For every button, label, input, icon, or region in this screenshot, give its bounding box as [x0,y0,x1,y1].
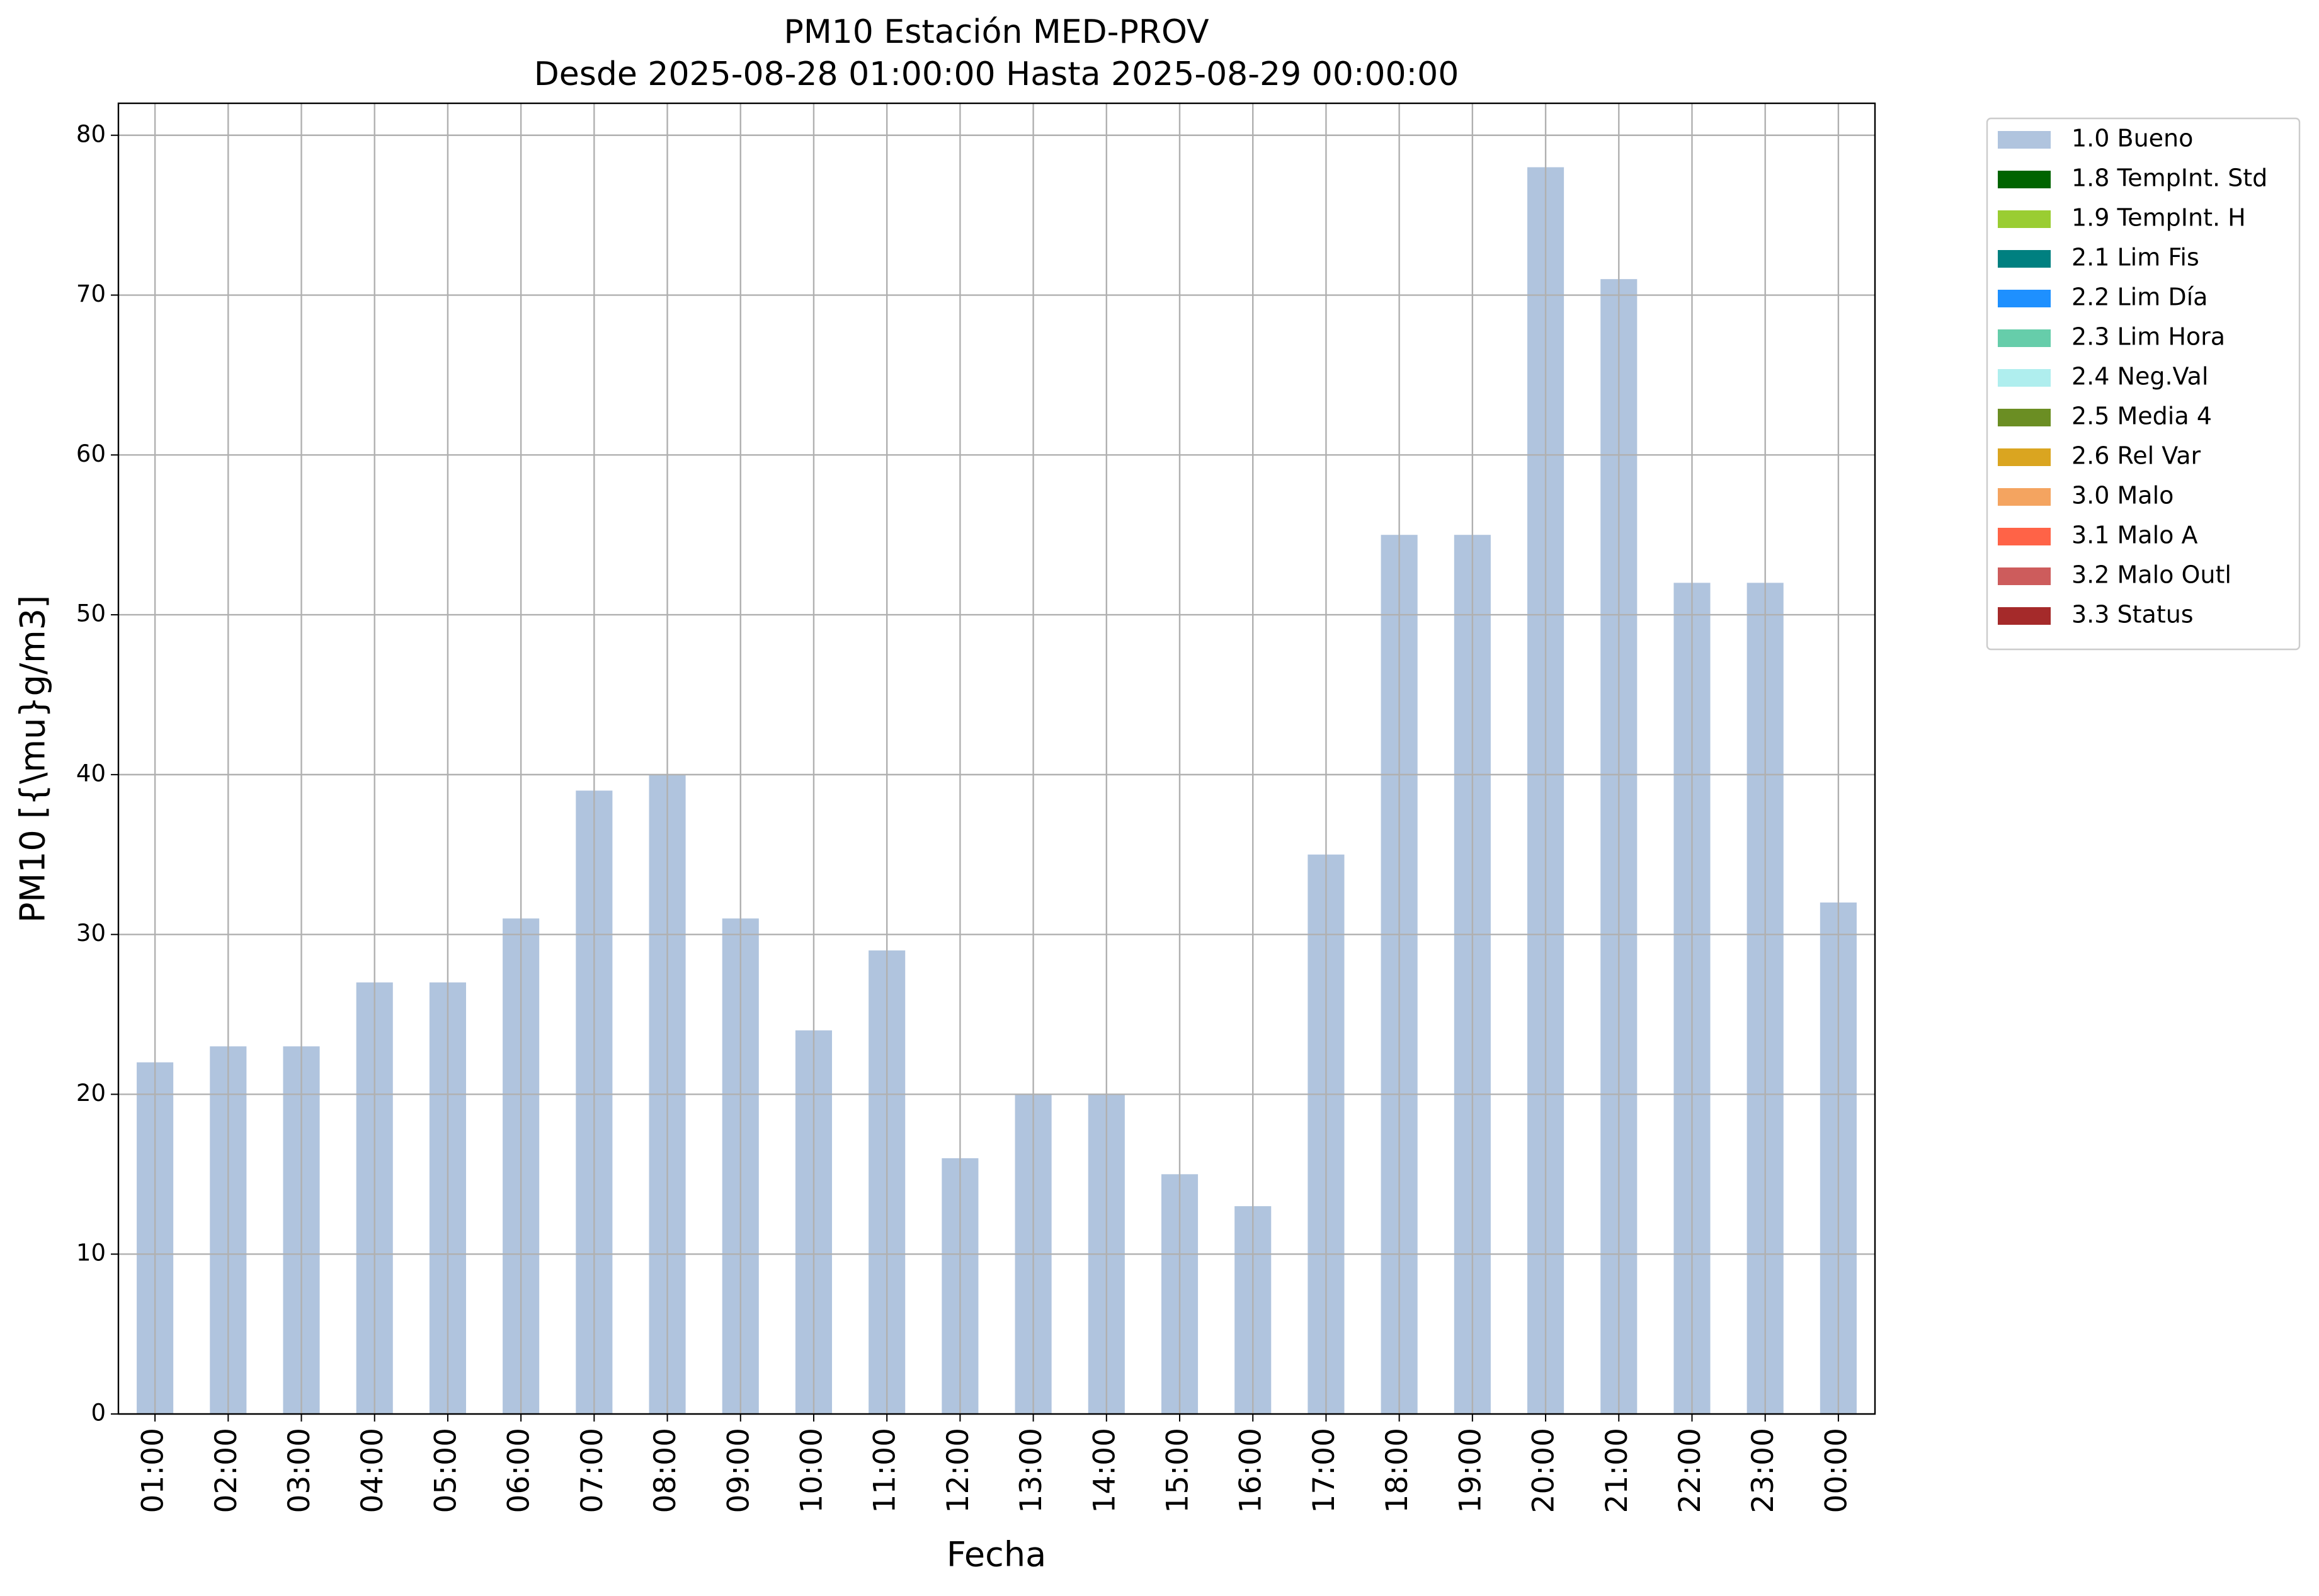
x-tick-label: 02:00 [209,1428,244,1513]
plot-frame [117,102,1876,1415]
legend-swatch [1998,329,2051,347]
y-tick-label: 60 [76,440,106,467]
x-tick-label: 08:00 [648,1428,683,1513]
y-tick-label: 40 [76,760,106,787]
x-tick-label: 15:00 [1161,1428,1195,1513]
x-tick-label: 18:00 [1380,1428,1415,1513]
legend-label: 2.1 Lim Fis [2071,244,2199,271]
legend-label: 3.0 Malo [2071,482,2174,510]
x-axis-label: Fecha [947,1535,1046,1575]
y-tick-label: 50 [76,600,106,627]
x-tick-label: 20:00 [1527,1428,1561,1513]
legend-label: 2.5 Media 4 [2071,402,2212,430]
legend-label: 2.6 Rel Var [2071,442,2201,470]
x-tick-label: 03:00 [282,1428,317,1513]
legend-swatch [1998,448,2051,466]
legend-swatch [1998,607,2051,625]
legend-label: 3.3 Status [2071,601,2194,629]
legend-label: 2.3 Lim Hora [2071,323,2225,351]
x-tick-label: 22:00 [1673,1428,1707,1513]
x-tick-label: 23:00 [1746,1428,1781,1513]
chart-title: PM10 Estación MED-PROV [783,13,1209,51]
x-tick-label: 21:00 [1600,1428,1634,1513]
legend-swatch [1998,488,2051,506]
x-tick-label: 00:00 [1819,1428,1854,1513]
x-tick-label: 10:00 [794,1428,829,1513]
legend-swatch [1998,171,2051,188]
x-tick-label: 01:00 [136,1428,171,1513]
x-tick-label: 12:00 [941,1428,976,1513]
x-tick-label: 17:00 [1307,1428,1342,1513]
legend-swatch [1998,528,2051,545]
legend-label: 3.2 Malo Outl [2071,561,2231,589]
legend-label: 2.4 Neg.Val [2071,363,2208,390]
legend-label: 2.2 Lim Día [2071,283,2208,311]
legend-swatch [1998,250,2051,268]
legend-swatch [1998,409,2051,426]
y-tick-label: 10 [76,1240,106,1267]
legend-swatch [1998,369,2051,387]
x-tick-label: 06:00 [502,1428,537,1513]
x-tick-label: 04:00 [355,1428,390,1513]
legend-swatch [1998,290,2051,307]
y-tick-label: 30 [76,920,106,947]
legend-box [1986,117,2301,651]
x-tick-label: 05:00 [428,1428,463,1513]
y-tick-label: 20 [76,1080,106,1107]
legend-label: 1.0 Bueno [2071,125,2193,152]
x-tick-label: 07:00 [575,1428,610,1513]
legend-swatch [1998,131,2051,149]
x-tick-label: 13:00 [1014,1428,1049,1513]
legend-swatch [1998,567,2051,585]
legend-label: 1.9 TempInt. H [2071,204,2246,232]
y-tick-label: 70 [76,280,106,307]
y-tick-label: 80 [76,120,106,147]
x-tick-label: 19:00 [1453,1428,1488,1513]
x-tick-label: 09:00 [721,1428,756,1513]
legend-swatch [1998,210,2051,228]
legend-label: 1.8 TempInt. Std [2071,164,2267,192]
chart-subtitle: Desde 2025-08-28 01:00:00 Hasta 2025-08-… [534,55,1459,93]
y-tick-label: 0 [91,1399,106,1427]
legend-label: 3.1 Malo A [2071,522,2197,549]
x-tick-label: 14:00 [1087,1428,1122,1513]
x-tick-label: 16:00 [1234,1428,1268,1513]
x-tick-label: 11:00 [868,1428,903,1513]
y-axis-label: PM10 [{\mu}g/m3] [13,595,53,923]
